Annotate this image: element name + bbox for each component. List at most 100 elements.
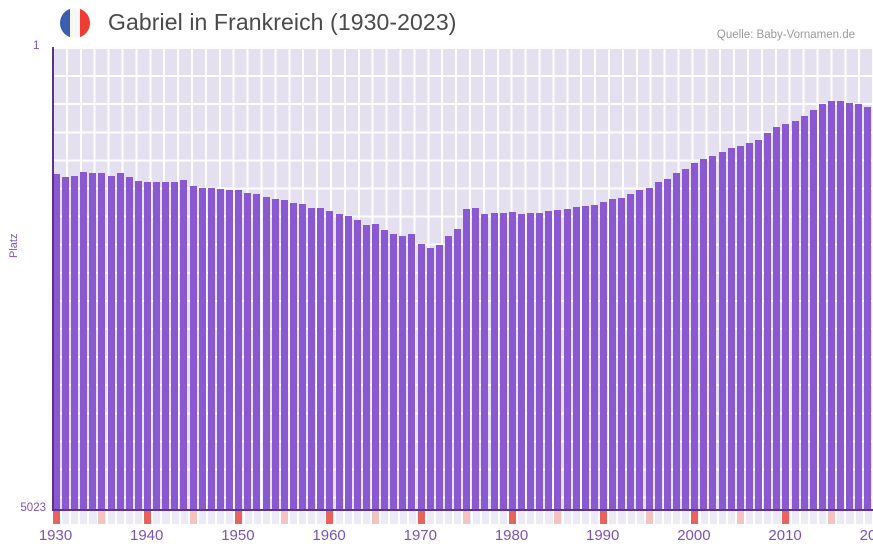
tick-separator [725,511,728,524]
bar [390,234,398,510]
tick-separator [233,511,236,524]
bar [89,172,97,510]
tick-separator [543,511,546,524]
tick-separator [424,511,427,524]
bar [435,245,443,510]
bar [408,234,416,510]
tick-separator [224,511,227,524]
bar [654,182,662,510]
bar [517,214,525,510]
bar [162,181,170,510]
tick-separator [169,511,172,524]
bar [563,209,571,510]
bar [98,172,106,510]
y-axis-tick-top: 1 [33,40,40,52]
x-tick-major [235,511,243,524]
bar [372,224,379,510]
bar [353,220,361,510]
tick-separator [807,511,810,524]
tick-separator [178,511,181,524]
x-tick-minor [736,511,744,524]
tick-separator [707,511,710,524]
bar [545,210,553,510]
bar [299,204,307,510]
bar [71,175,79,510]
x-axis-label: 2020 [859,527,873,544]
tick-separator [525,511,528,524]
tick-separator [835,511,838,524]
tick-separator [671,511,674,524]
flag-stripe-red [80,8,90,38]
tick-separator [370,511,373,524]
bar [864,107,872,510]
tick-separator [461,511,464,524]
bar [837,101,845,510]
tick-separator [753,511,756,524]
bar [846,103,854,510]
bar [600,202,607,510]
y-axis-tick-bottom: 5023 [20,502,46,514]
bar [536,212,544,510]
bar [317,208,325,510]
tick-separator [388,511,391,524]
tick-separator [516,511,519,524]
bar [417,243,425,510]
bar [645,187,653,510]
bar [189,186,197,510]
bar [399,236,407,510]
x-tick-minor [189,511,197,524]
tick-separator [771,511,774,524]
tick-separator [361,511,364,524]
tick-separator [69,511,72,524]
bar [107,175,115,510]
tick-separator [105,511,108,524]
bar [755,139,763,510]
x-axis-label: 1980 [494,527,529,544]
bar [308,207,316,510]
tick-separator [817,511,820,524]
tick-separator [269,511,272,524]
bar [590,205,598,510]
tick-separator [652,511,655,524]
bar [663,178,671,510]
tick-separator [251,511,254,524]
bar [809,109,817,510]
tick-separator [798,511,801,524]
tick-separator [114,511,117,524]
tick-separator [470,511,473,524]
bar [180,180,188,510]
chart-header: Gabriel in Frankreich (1930-2023) Quelle… [0,0,873,47]
bar [782,123,790,510]
source-attribution: Quelle: Baby-Vornamen.de [716,29,855,41]
tick-separator [96,511,99,524]
y-axis-line [52,47,54,510]
bar [490,212,498,510]
tick-separator [844,511,847,524]
bar [289,202,297,510]
tick-separator [315,511,318,524]
y-axis-title: Platz [8,233,20,258]
bar [61,176,69,510]
tick-separator [379,511,382,524]
bar [280,200,288,510]
tick-separator [160,511,163,524]
tick-separator [589,511,592,524]
bar [691,162,699,510]
tick-separator [306,511,309,524]
bar [153,182,161,510]
bar [609,198,617,510]
x-tick-major [326,511,334,524]
tick-separator [196,511,199,524]
x-axis-label: 2010 [768,527,802,544]
tick-separator [52,511,53,524]
bar [818,104,826,510]
tick-separator [735,511,737,524]
tick-separator [789,511,792,524]
tick-separator [479,511,482,524]
x-tick-major [144,511,151,524]
x-tick-minor [645,511,653,524]
bar [499,213,507,510]
bar [682,169,690,510]
tick-separator [625,511,628,524]
tick-separator [406,511,409,524]
